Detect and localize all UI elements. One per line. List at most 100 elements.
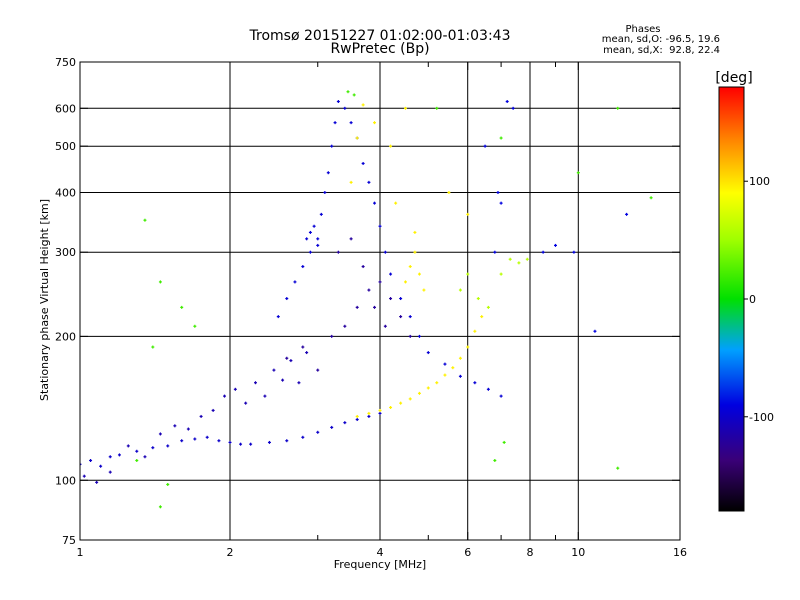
data-point xyxy=(403,106,407,110)
colorbar-gradient xyxy=(718,86,745,512)
data-point xyxy=(505,100,509,104)
data-point xyxy=(458,374,462,378)
y-axis: 75 100 200 300 400 500 600 750 xyxy=(55,56,680,547)
data-point xyxy=(180,305,184,309)
y-tick-label: 500 xyxy=(55,140,76,153)
x-tick-label: 4 xyxy=(377,546,384,559)
data-point xyxy=(158,432,162,436)
data-point xyxy=(211,408,215,412)
data-point xyxy=(126,444,130,448)
data-point xyxy=(289,359,293,363)
data-point xyxy=(499,394,503,398)
data-point xyxy=(343,421,347,425)
data-point xyxy=(399,401,403,405)
stats-heading: Phases xyxy=(625,24,660,35)
data-point xyxy=(499,272,503,276)
data-point xyxy=(493,458,497,462)
data-point xyxy=(151,345,155,349)
data-point xyxy=(483,144,487,148)
data-point xyxy=(343,324,347,328)
y-tick-label: 200 xyxy=(55,330,76,343)
data-point xyxy=(435,106,439,110)
colorbar: [deg] 100 0 -100 xyxy=(715,70,774,512)
y-tick-label: 750 xyxy=(55,56,76,69)
data-point xyxy=(480,315,484,319)
data-point xyxy=(117,453,121,457)
data-point xyxy=(308,230,312,234)
x-tick-label: 16 xyxy=(673,546,687,559)
data-point xyxy=(253,381,257,385)
data-point xyxy=(346,90,350,94)
data-point xyxy=(383,250,387,254)
data-point xyxy=(205,435,209,439)
data-point xyxy=(408,334,412,338)
data-point xyxy=(355,136,359,140)
data-point xyxy=(336,250,340,254)
x-tick-label: 6 xyxy=(464,546,471,559)
colorbar-tick-label: 100 xyxy=(749,175,770,188)
data-point xyxy=(193,324,197,328)
data-point xyxy=(361,161,365,165)
data-point xyxy=(426,351,430,355)
chart-title: Tromsø 20151227 01:02:00-01:03:43 xyxy=(249,28,511,44)
data-point xyxy=(389,144,393,148)
data-point xyxy=(413,230,417,234)
data-point xyxy=(217,439,221,443)
data-point xyxy=(151,446,155,450)
data-point xyxy=(458,288,462,292)
data-point xyxy=(305,351,309,355)
data-point xyxy=(443,373,447,377)
data-point xyxy=(355,305,359,309)
data-point xyxy=(267,440,271,444)
data-point xyxy=(378,411,382,415)
data-point xyxy=(158,280,162,284)
data-point xyxy=(486,305,490,309)
data-point xyxy=(244,401,248,405)
data-point xyxy=(301,345,305,349)
data-point xyxy=(330,334,334,338)
data-point xyxy=(373,121,377,125)
data-point xyxy=(389,297,393,301)
data-point xyxy=(553,243,557,247)
data-point xyxy=(336,100,340,104)
data-point xyxy=(649,196,653,200)
data-point xyxy=(466,345,470,349)
data-point xyxy=(95,480,99,484)
data-point xyxy=(166,482,170,486)
data-point xyxy=(389,405,393,409)
data-point xyxy=(576,171,580,175)
data-point xyxy=(367,288,371,292)
data-point xyxy=(193,437,197,441)
data-point xyxy=(249,442,253,446)
x-tick-label: 8 xyxy=(527,546,534,559)
x-tick-label: 10 xyxy=(571,546,585,559)
data-point xyxy=(593,329,597,333)
stats-x-mode: mean, sd,X: 92.8, 22.4 xyxy=(603,45,720,56)
gridlines xyxy=(80,62,680,540)
colorbar-label: [deg] xyxy=(715,70,752,86)
data-point xyxy=(285,297,289,301)
data-point xyxy=(343,106,347,110)
y-tick-label: 100 xyxy=(55,474,76,487)
data-point xyxy=(285,439,289,443)
data-point xyxy=(316,243,320,247)
data-point xyxy=(355,414,359,418)
data-point xyxy=(476,297,480,301)
data-point xyxy=(135,458,139,462)
data-point xyxy=(572,250,576,254)
data-point xyxy=(458,356,462,360)
data-point xyxy=(80,462,82,466)
data-point xyxy=(319,212,323,216)
data-point xyxy=(408,265,412,269)
data-point xyxy=(186,427,190,431)
x-axis: 1 2 4 6 8 10 16 xyxy=(77,62,687,559)
data-point xyxy=(108,470,112,474)
data-point xyxy=(349,121,353,125)
data-point xyxy=(333,121,337,125)
data-point xyxy=(502,440,506,444)
data-point xyxy=(466,212,470,216)
data-point xyxy=(166,444,170,448)
data-point xyxy=(473,381,477,385)
data-point xyxy=(330,425,334,429)
data-point xyxy=(408,315,412,319)
